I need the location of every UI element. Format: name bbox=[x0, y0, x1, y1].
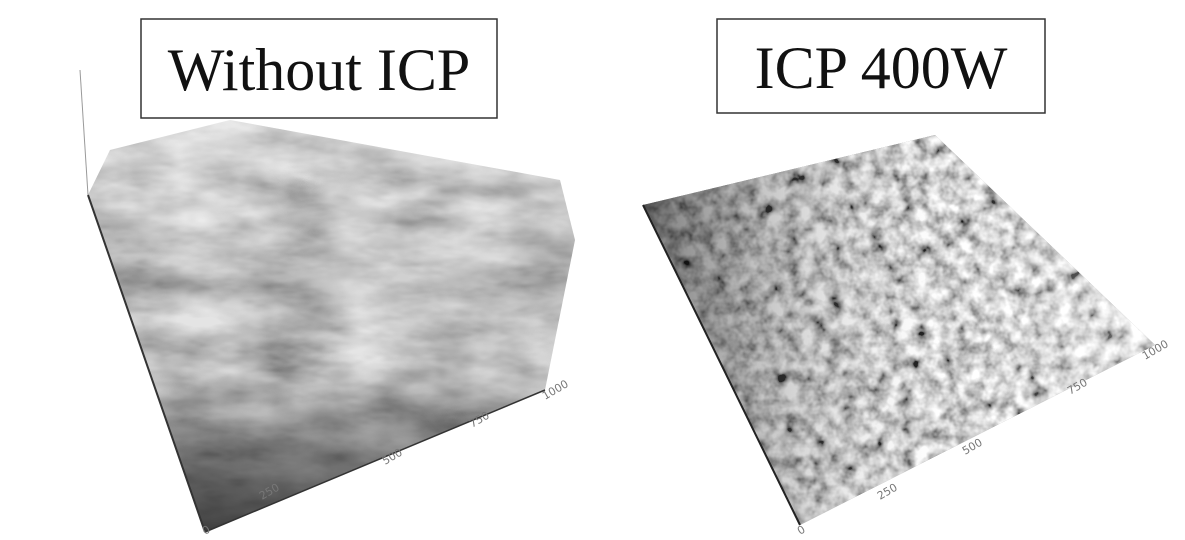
surface-icp-400w bbox=[640, 130, 1160, 530]
panel-label: ICP 400W bbox=[755, 35, 1008, 101]
panel-label: Without ICP bbox=[168, 37, 471, 103]
figure: Without ICP ICP 400W 0 250 500 750 1000 … bbox=[0, 0, 1185, 540]
surface-without-icp bbox=[80, 110, 580, 540]
page: Without ICP ICP 400W 0 250 500 750 1000 … bbox=[0, 0, 1185, 540]
axis-label: 0 bbox=[795, 523, 808, 538]
axis-edge bbox=[80, 70, 88, 195]
